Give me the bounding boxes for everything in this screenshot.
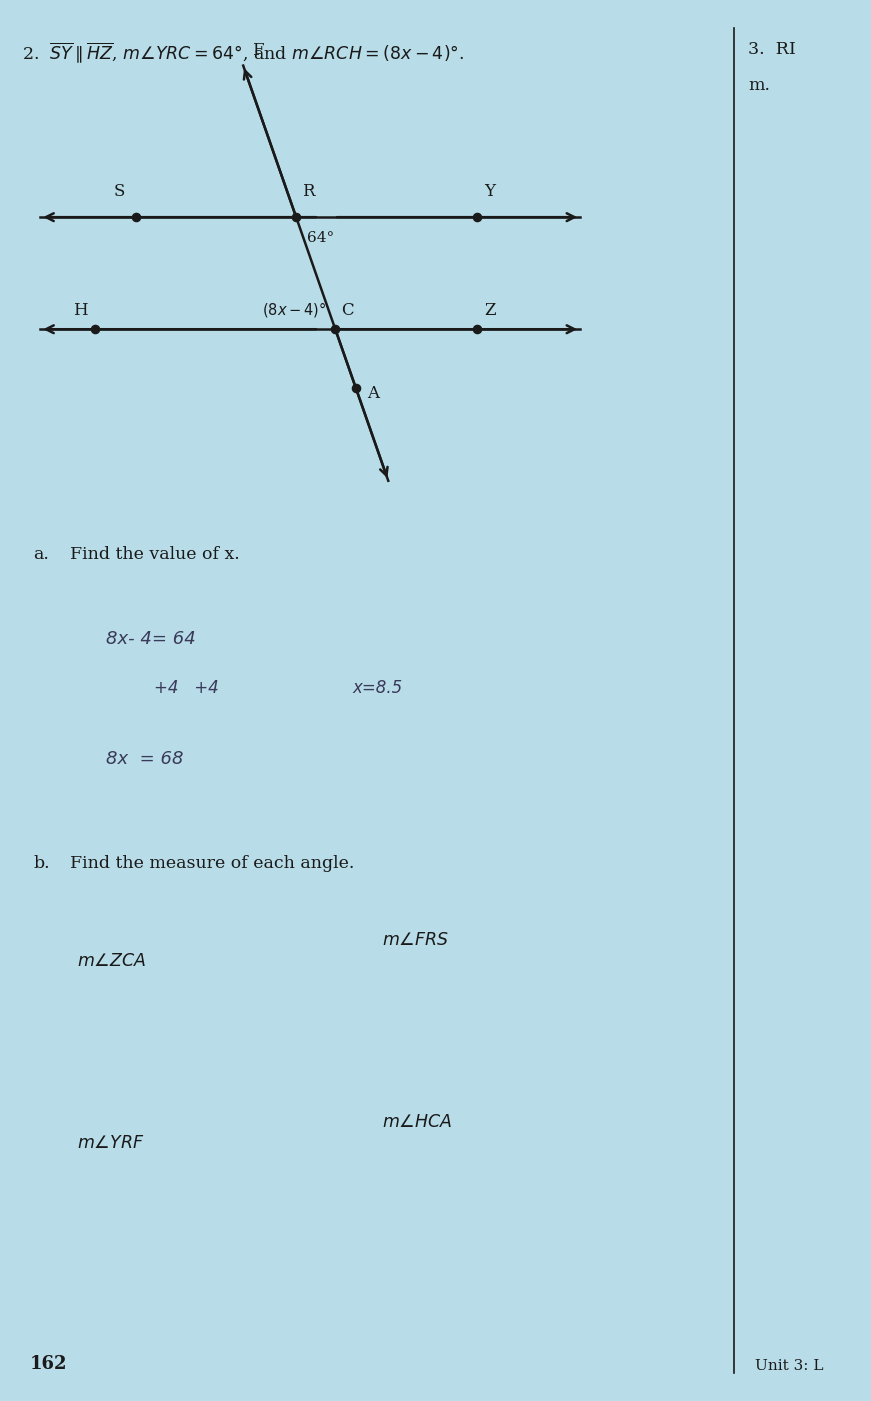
Text: Find the value of x.: Find the value of x. xyxy=(70,546,240,563)
Text: $m\angle HCA$: $m\angle HCA$ xyxy=(381,1114,452,1131)
Text: C: C xyxy=(341,303,354,319)
Text: x=8.5: x=8.5 xyxy=(353,679,402,698)
Text: $m\angle YRF$: $m\angle YRF$ xyxy=(78,1135,145,1152)
Text: H: H xyxy=(73,303,88,319)
Text: b.: b. xyxy=(33,855,50,871)
Text: 8x- 4= 64: 8x- 4= 64 xyxy=(106,630,196,649)
Point xyxy=(470,206,484,228)
Text: 64°: 64° xyxy=(307,231,334,245)
Text: +4   +4: +4 +4 xyxy=(154,679,219,698)
Text: $m\angle FRS$: $m\angle FRS$ xyxy=(381,932,449,948)
Text: Unit 3: L: Unit 3: L xyxy=(755,1359,823,1373)
Text: Find the measure of each angle.: Find the measure of each angle. xyxy=(70,855,354,871)
Text: Y: Y xyxy=(484,184,496,200)
Text: Z: Z xyxy=(484,303,496,319)
Text: 8x  = 68: 8x = 68 xyxy=(106,750,184,768)
Text: R: R xyxy=(302,184,314,200)
Text: $(8x-4)°$: $(8x-4)°$ xyxy=(262,300,327,319)
Point xyxy=(348,377,362,399)
Point xyxy=(328,318,342,340)
Text: 162: 162 xyxy=(30,1355,67,1373)
Text: A: A xyxy=(367,385,379,402)
Point xyxy=(89,318,103,340)
Point xyxy=(289,206,303,228)
Text: 2.  $\overline{SY} \parallel \overline{HZ}$, $m\angle YRC = 64°$, and $m\angle R: 2. $\overline{SY} \parallel \overline{HZ… xyxy=(22,41,464,66)
Text: S: S xyxy=(113,184,125,200)
Point xyxy=(470,318,484,340)
Text: F: F xyxy=(252,42,264,59)
Point xyxy=(129,206,143,228)
Text: 3.  RI: 3. RI xyxy=(748,41,796,57)
Text: $m\angle ZCA$: $m\angle ZCA$ xyxy=(78,953,146,969)
Text: a.: a. xyxy=(33,546,49,563)
Text: m.: m. xyxy=(748,77,770,94)
